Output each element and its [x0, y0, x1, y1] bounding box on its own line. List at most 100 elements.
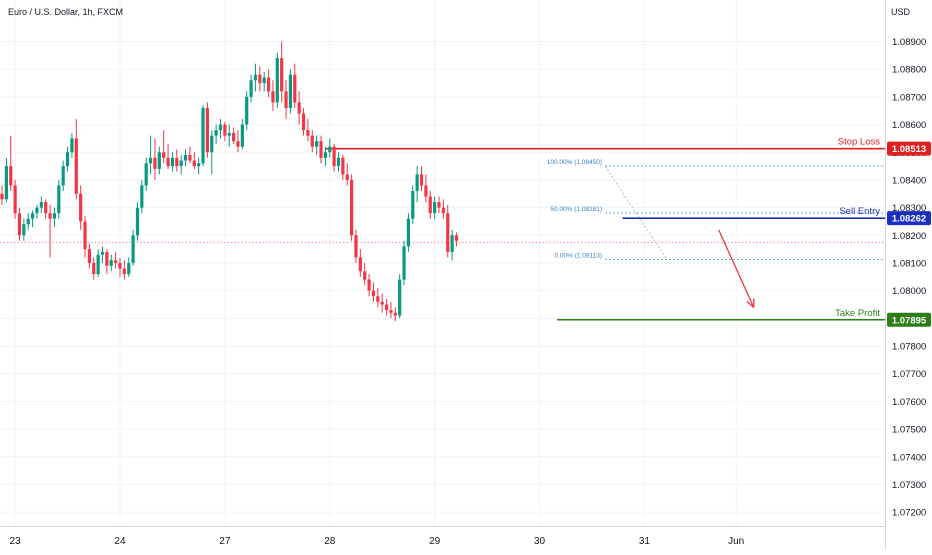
candle-body: [30, 213, 35, 219]
candle-body: [100, 251, 105, 255]
y-tick-label: 1.08600: [892, 120, 926, 131]
currency-label: USD: [891, 7, 911, 17]
x-tick-label: 23: [10, 536, 22, 547]
candle-body: [166, 157, 170, 167]
candle-body: [284, 91, 288, 108]
candle-body: [258, 74, 262, 84]
candle-body: [236, 141, 240, 147]
x-tick-label: Jun: [728, 536, 744, 547]
y-tick-label: 1.08100: [892, 259, 926, 270]
candle-body: [17, 213, 22, 236]
candle-body: [245, 96, 249, 125]
candle-body: [306, 130, 310, 136]
level-name: Stop Loss: [838, 137, 880, 148]
candle-body: [201, 107, 205, 164]
y-tick-label: 1.07800: [892, 342, 926, 353]
candle-body: [183, 155, 188, 161]
candle-body: [218, 124, 223, 131]
candle-body: [131, 235, 135, 263]
fibonacci-retracement[interactable]: 100.00% (1.08450) 50.00% (1.08281) 0.00% (…: [547, 159, 885, 260]
candle-body: [162, 152, 166, 158]
candle-body: [297, 102, 301, 114]
y-tick-label: 1.08900: [892, 37, 926, 48]
chart-title: Euro / U.S. Dollar, 1h, FXCM: [8, 7, 123, 17]
candle-body: [57, 185, 61, 214]
candle-body: [402, 246, 406, 280]
x-tick-label: 29: [429, 536, 441, 547]
candle-body: [52, 213, 57, 219]
candle-body: [433, 202, 437, 214]
candle-body: [424, 185, 428, 197]
candle-body: [389, 310, 393, 313]
candle-body: [428, 196, 432, 214]
candle-body: [262, 77, 266, 84]
candle-body: [310, 135, 314, 147]
candle-body: [105, 251, 109, 266]
candle-body: [354, 235, 358, 258]
candle-body: [74, 138, 78, 194]
y-tick-label: 1.07300: [892, 480, 926, 491]
candle-body: [240, 124, 244, 147]
candle-body: [411, 191, 415, 219]
grid: [0, 0, 885, 526]
candle-body: [179, 160, 183, 167]
candle-body: [214, 130, 218, 136]
candle-body: [415, 174, 419, 192]
candle-body: [419, 174, 424, 186]
fib-level-label: 0.00% (1.08113): [554, 252, 602, 259]
candle-body: [454, 235, 459, 241]
candle-body: [144, 163, 148, 186]
candle-body: [275, 58, 279, 103]
candle-body: [39, 202, 43, 208]
projection-arrow[interactable]: [718, 229, 755, 309]
candle-body: [44, 202, 48, 214]
candle-body: [9, 166, 13, 186]
candle-body: [371, 290, 376, 297]
candle-body: [232, 132, 236, 142]
candle-body: [92, 263, 96, 275]
candle-body: [446, 213, 450, 252]
x-tick-label: 27: [219, 536, 231, 547]
arrow-head: [746, 298, 755, 309]
arrow-shaft: [718, 229, 755, 308]
y-tick-label: 1.08700: [892, 92, 926, 103]
candle-body: [70, 138, 74, 153]
candle-body: [358, 257, 362, 272]
candle-body: [26, 218, 30, 225]
candle-body: [122, 268, 126, 275]
y-tick-label: 1.07700: [892, 369, 926, 380]
fib-level-label: 50.00% (1.08281): [550, 206, 602, 213]
candle-body: [79, 193, 83, 222]
candle-body: [22, 224, 26, 236]
y-tick-label: 1.08400: [892, 175, 926, 186]
price-tag: [887, 141, 931, 156]
candle-body: [380, 301, 384, 305]
candle-body: [450, 235, 454, 252]
candle-body: [249, 80, 253, 97]
candle-body: [223, 124, 227, 136]
candle-body: [323, 152, 327, 158]
price-tag-label: 1.08262: [892, 214, 926, 225]
candlesticks: [0, 41, 459, 322]
candle-body: [61, 166, 65, 186]
candle-body: [341, 157, 345, 175]
candle-body: [363, 271, 367, 280]
price-tag-label: 1.08513: [892, 144, 926, 155]
y-tick-label: 1.08800: [892, 65, 926, 76]
y-tick-label: 1.08200: [892, 231, 926, 242]
candle-body: [210, 135, 214, 153]
y-tick-label: 1.07400: [892, 452, 926, 463]
candle-body: [266, 77, 271, 92]
candle-body: [96, 254, 100, 275]
candle-body: [188, 155, 192, 161]
candle-body: [367, 279, 371, 291]
currency-button[interactable]: [887, 0, 931, 22]
price-tag-label: 1.07895: [892, 315, 927, 326]
candle-body: [350, 179, 354, 236]
fib-level-label: 100.00% (1.08450): [547, 159, 602, 166]
candle-body: [192, 160, 196, 167]
candle-body: [127, 263, 131, 275]
